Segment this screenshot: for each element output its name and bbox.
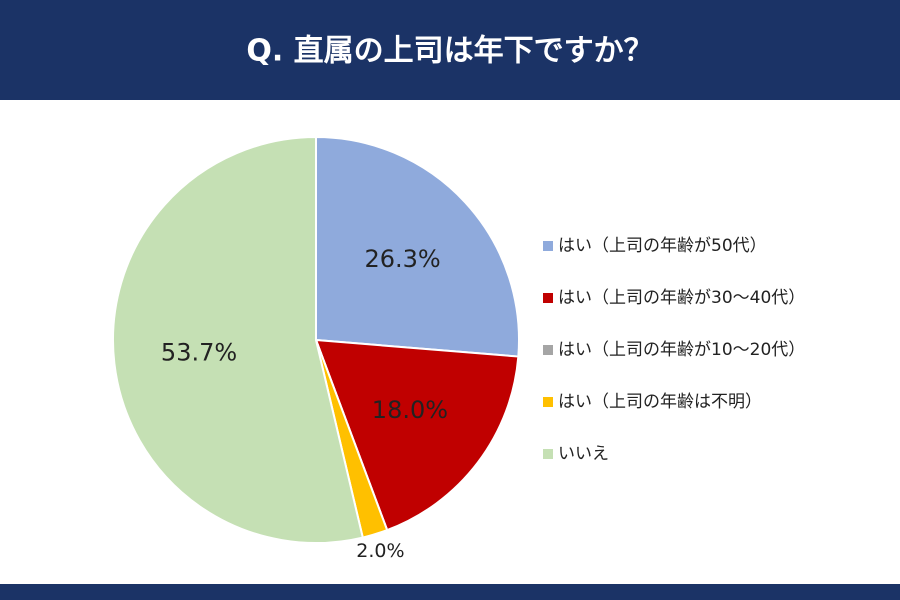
legend-swatch	[543, 345, 553, 355]
data-label: 18.0%	[372, 396, 448, 424]
data-label: 26.3%	[364, 245, 440, 273]
legend-swatch	[543, 397, 553, 407]
data-label: 2.0%	[356, 540, 404, 562]
pie-slice	[112, 135, 364, 544]
legend-swatch	[543, 241, 553, 251]
legend-label: はい（上司の年齢が10〜20代）	[558, 340, 805, 360]
pie-slice	[314, 338, 520, 532]
legend-label: はい（上司の年齢は不明）	[558, 392, 762, 412]
data-label: 53.7%	[161, 339, 237, 367]
legend-swatch	[543, 293, 553, 303]
legend-label: はい（上司の年齢が50代）	[558, 236, 767, 256]
pie-slice	[315, 135, 520, 358]
footer-band	[0, 584, 900, 600]
header-band	[0, 0, 900, 100]
legend-swatch	[543, 449, 553, 459]
legend-label: はい（上司の年齢が30〜40代）	[558, 288, 805, 308]
legend-label: いいえ	[558, 444, 609, 464]
chart-title: Q. 直属の上司は年下ですか？	[246, 34, 653, 69]
